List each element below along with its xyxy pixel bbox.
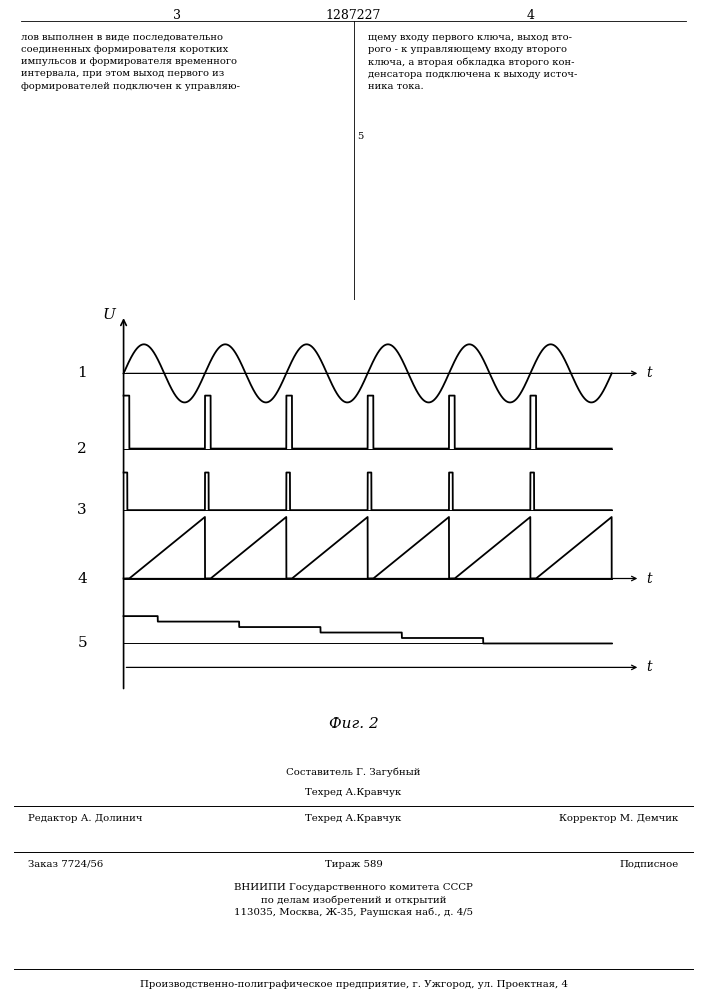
Text: Корректор М. Демчик: Корректор М. Демчик [559,814,679,823]
Text: t: t [646,660,651,674]
Text: 1287227: 1287227 [326,9,381,22]
Text: t: t [646,366,651,380]
Text: Подписное: Подписное [619,860,679,869]
Text: Производственно-полиграфическое предприятие, г. Ужгород, ул. Проектная, 4: Производственно-полиграфическое предприя… [139,980,568,989]
Text: Фиг. 2: Фиг. 2 [329,717,378,731]
Text: 5: 5 [357,132,363,141]
Text: t: t [646,572,651,586]
Text: 3: 3 [173,9,181,22]
Text: Редактор А. Долинич: Редактор А. Долинич [28,814,143,823]
Text: лов выполнен в виде последовательно
соединенных формирователя коротких
импульсов: лов выполнен в виде последовательно соед… [21,33,240,91]
Text: Тираж 589: Тираж 589 [325,860,382,869]
Text: 3: 3 [77,503,87,517]
Text: Составитель Г. Загубный: Составитель Г. Загубный [286,768,421,777]
Text: Техред А.Кравчук: Техред А.Кравчук [305,788,402,797]
Text: U: U [103,308,115,322]
Text: щему входу первого ключа, выход вто-
рого - к управляющему входу второго
ключа, : щему входу первого ключа, выход вто- рог… [368,33,577,91]
Text: 5: 5 [77,636,87,650]
Text: Заказ 7724/56: Заказ 7724/56 [28,860,103,869]
Text: 4: 4 [77,572,87,586]
Text: 4: 4 [526,9,534,22]
Text: Техред А.Кравчук: Техред А.Кравчук [305,814,402,823]
Text: 1: 1 [77,366,87,380]
Text: 2: 2 [77,442,87,456]
Text: ВНИИПИ Государственного комитета СССР
по делам изобретений и открытий
113035, Мо: ВНИИПИ Государственного комитета СССР по… [234,883,473,917]
